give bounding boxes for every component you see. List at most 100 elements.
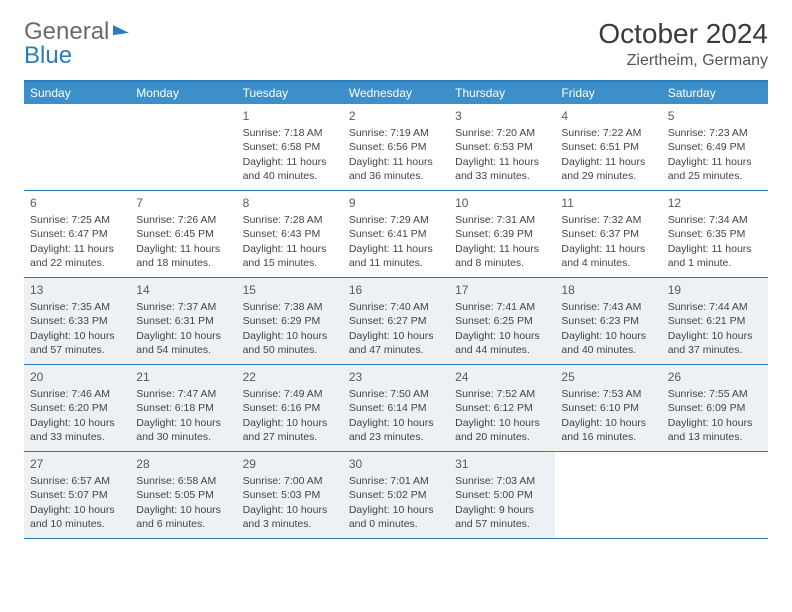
- day-14: 14Sunrise: 7:37 AMSunset: 6:31 PMDayligh…: [130, 278, 236, 364]
- daylight-line: Daylight: 10 hours and 20 minutes.: [455, 416, 549, 444]
- sunrise-line: Sunrise: 7:26 AM: [136, 213, 230, 227]
- dow-row: SundayMondayTuesdayWednesdayThursdayFrid…: [24, 82, 768, 104]
- sunset-line: Sunset: 5:03 PM: [243, 488, 337, 502]
- sunset-line: Sunset: 6:37 PM: [561, 227, 655, 241]
- sunset-line: Sunset: 6:16 PM: [243, 401, 337, 415]
- daylight-line: Daylight: 11 hours and 36 minutes.: [349, 155, 443, 183]
- sunrise-line: Sunrise: 7:19 AM: [349, 126, 443, 140]
- day-empty: [24, 104, 130, 190]
- daylight-line: Daylight: 11 hours and 15 minutes.: [243, 242, 337, 270]
- daylight-line: Daylight: 10 hours and 10 minutes.: [30, 503, 124, 531]
- day-20: 20Sunrise: 7:46 AMSunset: 6:20 PMDayligh…: [24, 365, 130, 451]
- sunrise-line: Sunrise: 7:18 AM: [243, 126, 337, 140]
- daylight-line: Daylight: 10 hours and 0 minutes.: [349, 503, 443, 531]
- sunrise-line: Sunrise: 7:01 AM: [349, 474, 443, 488]
- daylight-line: Daylight: 11 hours and 8 minutes.: [455, 242, 549, 270]
- day-26: 26Sunrise: 7:55 AMSunset: 6:09 PMDayligh…: [662, 365, 768, 451]
- dow-tuesday: Tuesday: [237, 82, 343, 104]
- day-5: 5Sunrise: 7:23 AMSunset: 6:49 PMDaylight…: [662, 104, 768, 190]
- day-number: 12: [668, 195, 762, 211]
- day-30: 30Sunrise: 7:01 AMSunset: 5:02 PMDayligh…: [343, 452, 449, 538]
- daylight-line: Daylight: 10 hours and 57 minutes.: [30, 329, 124, 357]
- day-19: 19Sunrise: 7:44 AMSunset: 6:21 PMDayligh…: [662, 278, 768, 364]
- day-8: 8Sunrise: 7:28 AMSunset: 6:43 PMDaylight…: [237, 191, 343, 277]
- sunset-line: Sunset: 6:25 PM: [455, 314, 549, 328]
- daylight-line: Daylight: 11 hours and 29 minutes.: [561, 155, 655, 183]
- day-11: 11Sunrise: 7:32 AMSunset: 6:37 PMDayligh…: [555, 191, 661, 277]
- day-1: 1Sunrise: 7:18 AMSunset: 6:58 PMDaylight…: [237, 104, 343, 190]
- daylight-line: Daylight: 11 hours and 25 minutes.: [668, 155, 762, 183]
- day-number: 27: [30, 456, 124, 472]
- day-number: 29: [243, 456, 337, 472]
- day-number: 13: [30, 282, 124, 298]
- day-12: 12Sunrise: 7:34 AMSunset: 6:35 PMDayligh…: [662, 191, 768, 277]
- dow-sunday: Sunday: [24, 82, 130, 104]
- sunset-line: Sunset: 6:18 PM: [136, 401, 230, 415]
- day-13: 13Sunrise: 7:35 AMSunset: 6:33 PMDayligh…: [24, 278, 130, 364]
- day-number: 9: [349, 195, 443, 211]
- day-22: 22Sunrise: 7:49 AMSunset: 6:16 PMDayligh…: [237, 365, 343, 451]
- daylight-line: Daylight: 11 hours and 4 minutes.: [561, 242, 655, 270]
- month-title: October 2024: [598, 18, 768, 50]
- sunrise-line: Sunrise: 7:34 AM: [668, 213, 762, 227]
- day-6: 6Sunrise: 7:25 AMSunset: 6:47 PMDaylight…: [24, 191, 130, 277]
- day-number: 22: [243, 369, 337, 385]
- sunset-line: Sunset: 6:20 PM: [30, 401, 124, 415]
- day-number: 14: [136, 282, 230, 298]
- sunrise-line: Sunrise: 7:20 AM: [455, 126, 549, 140]
- sunset-line: Sunset: 6:56 PM: [349, 140, 443, 154]
- header: General October 2024 Ziertheim, Germany: [24, 18, 768, 70]
- day-empty: [130, 104, 236, 190]
- day-empty: [662, 452, 768, 538]
- sunrise-line: Sunrise: 7:31 AM: [455, 213, 549, 227]
- sunset-line: Sunset: 5:00 PM: [455, 488, 549, 502]
- sunset-line: Sunset: 6:51 PM: [561, 140, 655, 154]
- day-number: 24: [455, 369, 549, 385]
- sunset-line: Sunset: 5:02 PM: [349, 488, 443, 502]
- sunrise-line: Sunrise: 7:03 AM: [455, 474, 549, 488]
- sunrise-line: Sunrise: 7:00 AM: [243, 474, 337, 488]
- day-24: 24Sunrise: 7:52 AMSunset: 6:12 PMDayligh…: [449, 365, 555, 451]
- dow-thursday: Thursday: [449, 82, 555, 104]
- sunset-line: Sunset: 6:45 PM: [136, 227, 230, 241]
- daylight-line: Daylight: 10 hours and 44 minutes.: [455, 329, 549, 357]
- dow-saturday: Saturday: [662, 82, 768, 104]
- sunset-line: Sunset: 5:05 PM: [136, 488, 230, 502]
- dow-friday: Friday: [555, 82, 661, 104]
- sunset-line: Sunset: 6:27 PM: [349, 314, 443, 328]
- daylight-line: Daylight: 11 hours and 18 minutes.: [136, 242, 230, 270]
- day-number: 20: [30, 369, 124, 385]
- daylight-line: Daylight: 11 hours and 40 minutes.: [243, 155, 337, 183]
- day-number: 11: [561, 195, 655, 211]
- day-17: 17Sunrise: 7:41 AMSunset: 6:25 PMDayligh…: [449, 278, 555, 364]
- sunrise-line: Sunrise: 7:55 AM: [668, 387, 762, 401]
- day-number: 2: [349, 108, 443, 124]
- sunset-line: Sunset: 6:21 PM: [668, 314, 762, 328]
- day-27: 27Sunrise: 6:57 AMSunset: 5:07 PMDayligh…: [24, 452, 130, 538]
- sunset-line: Sunset: 6:14 PM: [349, 401, 443, 415]
- daylight-line: Daylight: 10 hours and 16 minutes.: [561, 416, 655, 444]
- daylight-line: Daylight: 10 hours and 33 minutes.: [30, 416, 124, 444]
- day-number: 3: [455, 108, 549, 124]
- daylight-line: Daylight: 10 hours and 40 minutes.: [561, 329, 655, 357]
- daylight-line: Daylight: 10 hours and 47 minutes.: [349, 329, 443, 357]
- week-row: 27Sunrise: 6:57 AMSunset: 5:07 PMDayligh…: [24, 452, 768, 539]
- sunrise-line: Sunrise: 7:41 AM: [455, 300, 549, 314]
- day-18: 18Sunrise: 7:43 AMSunset: 6:23 PMDayligh…: [555, 278, 661, 364]
- location: Ziertheim, Germany: [598, 52, 768, 70]
- daylight-line: Daylight: 10 hours and 3 minutes.: [243, 503, 337, 531]
- day-number: 15: [243, 282, 337, 298]
- day-number: 25: [561, 369, 655, 385]
- sunset-line: Sunset: 6:58 PM: [243, 140, 337, 154]
- day-7: 7Sunrise: 7:26 AMSunset: 6:45 PMDaylight…: [130, 191, 236, 277]
- day-number: 6: [30, 195, 124, 211]
- sunset-line: Sunset: 6:35 PM: [668, 227, 762, 241]
- day-empty: [555, 452, 661, 538]
- logo-part2: Blue: [24, 42, 72, 70]
- week-row: 6Sunrise: 7:25 AMSunset: 6:47 PMDaylight…: [24, 191, 768, 278]
- sunrise-line: Sunrise: 7:52 AM: [455, 387, 549, 401]
- sunrise-line: Sunrise: 7:23 AM: [668, 126, 762, 140]
- daylight-line: Daylight: 10 hours and 13 minutes.: [668, 416, 762, 444]
- day-number: 19: [668, 282, 762, 298]
- daylight-line: Daylight: 10 hours and 27 minutes.: [243, 416, 337, 444]
